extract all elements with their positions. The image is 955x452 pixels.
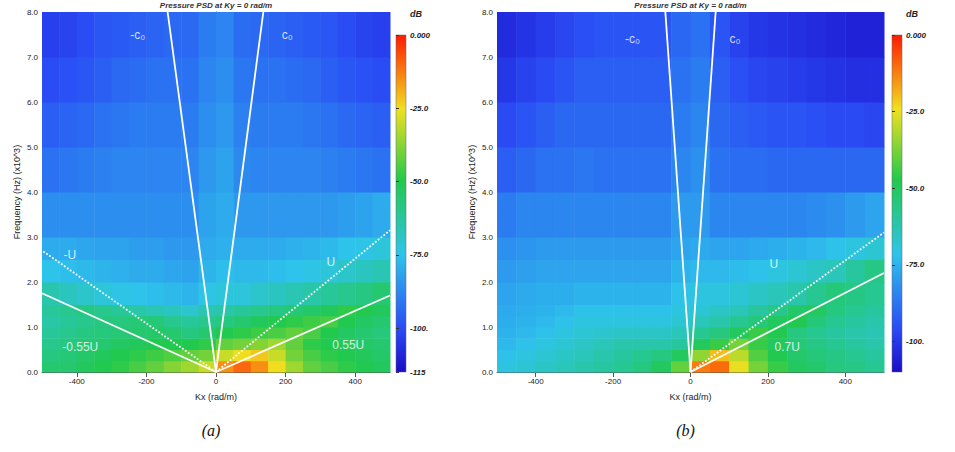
- svg-text:-50.0: -50.0: [906, 184, 925, 193]
- svg-text:U: U: [327, 255, 336, 269]
- svg-text:-100.: -100.: [906, 337, 924, 346]
- svg-text:6.0: 6.0: [27, 98, 39, 107]
- svg-text:0: 0: [214, 377, 219, 386]
- svg-text:-25.0: -25.0: [410, 104, 429, 113]
- svg-text:5.0: 5.0: [482, 143, 494, 152]
- svg-text:8.0: 8.0: [482, 8, 494, 17]
- svg-text:8.0: 8.0: [27, 8, 39, 17]
- svg-text:3.0: 3.0: [482, 233, 494, 242]
- svg-text:Pressure PSD at Ky = 0 rad/m: Pressure PSD at Ky = 0 rad/m: [634, 1, 746, 10]
- svg-text:-U: -U: [64, 248, 77, 262]
- svg-text:-50.0: -50.0: [410, 177, 429, 186]
- svg-text:0.7U: 0.7U: [775, 340, 800, 354]
- svg-text:7.0: 7.0: [482, 53, 494, 62]
- svg-text:2.0: 2.0: [27, 278, 39, 287]
- svg-text:U: U: [769, 257, 778, 271]
- svg-text:dB: dB: [906, 9, 918, 19]
- svg-text:4.0: 4.0: [482, 188, 494, 197]
- svg-text:-100.: -100.: [410, 324, 428, 333]
- svg-text:Frequency (Hz) (x10^3): Frequency (Hz) (x10^3): [467, 145, 477, 239]
- svg-text:-75.0: -75.0: [410, 250, 429, 259]
- svg-text:Frequency (Hz) (x10^3): Frequency (Hz) (x10^3): [12, 145, 22, 239]
- svg-text:2.0: 2.0: [482, 278, 494, 287]
- svg-text:Pressure PSD at Ky = 0 rad/m: Pressure PSD at Ky = 0 rad/m: [160, 1, 272, 10]
- svg-text:0: 0: [688, 377, 693, 386]
- svg-text:c₀: c₀: [282, 28, 293, 42]
- svg-text:1.0: 1.0: [482, 323, 494, 332]
- svg-text:200: 200: [279, 377, 293, 386]
- svg-text:(b): (b): [676, 422, 695, 440]
- svg-text:-25.0: -25.0: [906, 107, 925, 116]
- svg-text:3.0: 3.0: [27, 233, 39, 242]
- svg-text:0.55U: 0.55U: [332, 338, 364, 352]
- svg-text:Kx (rad/m): Kx (rad/m): [669, 392, 711, 402]
- svg-text:-200: -200: [605, 377, 622, 386]
- svg-text:c₀: c₀: [730, 32, 741, 46]
- svg-text:5.0: 5.0: [27, 143, 39, 152]
- svg-text:-75.0: -75.0: [906, 260, 925, 269]
- svg-text:6.0: 6.0: [482, 98, 494, 107]
- svg-text:-c₀: -c₀: [130, 28, 145, 42]
- svg-text:0.000: 0.000: [906, 31, 927, 40]
- svg-text:-200: -200: [138, 377, 155, 386]
- svg-text:Kx (rad/m): Kx (rad/m): [195, 392, 237, 402]
- svg-text:dB: dB: [410, 9, 422, 19]
- svg-text:400: 400: [839, 377, 853, 386]
- svg-text:0.000: 0.000: [410, 31, 431, 40]
- svg-text:200: 200: [761, 377, 775, 386]
- svg-text:-c₀: -c₀: [625, 32, 640, 46]
- svg-text:0.0: 0.0: [27, 368, 39, 377]
- svg-text:4.0: 4.0: [27, 188, 39, 197]
- svg-text:1.0: 1.0: [27, 323, 39, 332]
- svg-text:-115: -115: [410, 368, 426, 377]
- svg-text:-400: -400: [69, 377, 86, 386]
- svg-text:400: 400: [349, 377, 363, 386]
- svg-text:(a): (a): [202, 422, 221, 440]
- svg-text:-0.55U: -0.55U: [62, 340, 98, 354]
- svg-text:0.0: 0.0: [482, 368, 494, 377]
- svg-text:7.0: 7.0: [27, 53, 39, 62]
- svg-text:-400: -400: [528, 377, 545, 386]
